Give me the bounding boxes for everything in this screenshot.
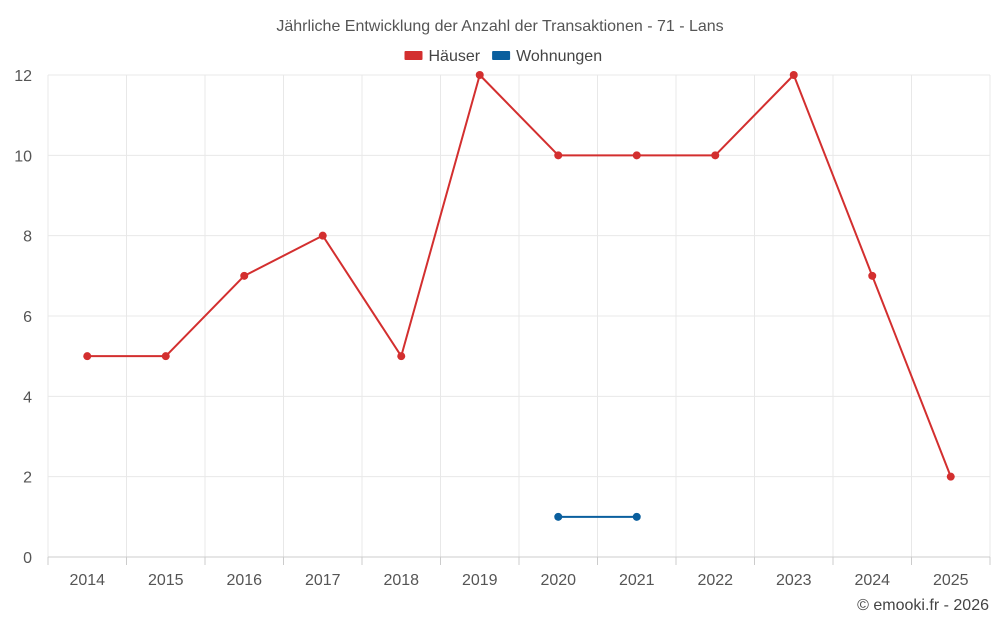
data-point <box>240 271 249 280</box>
data-point <box>83 352 92 361</box>
y-axis: 0 2 4 6 8 10 12 <box>14 68 32 567</box>
series-wohnungen <box>554 512 641 521</box>
x-tick-label: 2014 <box>69 572 105 589</box>
y-tick-label: 6 <box>23 309 32 326</box>
data-point <box>397 352 406 361</box>
x-tick-label: 2022 <box>697 572 733 589</box>
legend-label: Häuser <box>429 48 481 65</box>
series-group <box>83 71 955 521</box>
data-point <box>789 71 798 79</box>
data-point <box>475 71 484 79</box>
y-tick-label: 2 <box>23 470 32 487</box>
x-tick-label: 2018 <box>383 572 419 589</box>
y-tick-label: 0 <box>23 550 32 567</box>
x-tick-label: 2021 <box>619 572 655 589</box>
legend-item: Wohnungen <box>492 48 602 65</box>
data-point <box>554 512 563 521</box>
x-tick-label: 2016 <box>226 572 262 589</box>
x-tick-label: 2020 <box>540 572 576 589</box>
x-tick-label: 2025 <box>933 572 969 589</box>
legend-item: Häuser <box>404 48 481 65</box>
credit-text: © emooki.fr - 2026 <box>857 597 989 614</box>
x-tick-label: 2023 <box>776 572 812 589</box>
legend-swatch <box>492 51 511 60</box>
legend-label: Wohnungen <box>516 48 602 65</box>
y-tick-label: 4 <box>23 389 32 406</box>
x-tick-label: 2019 <box>462 572 498 589</box>
series-line <box>87 74 952 478</box>
x-tick-label: 2024 <box>854 572 890 589</box>
legend-swatch <box>404 51 423 60</box>
data-point <box>868 271 877 280</box>
x-axis: 2014 2015 2016 2017 2018 2019 2020 2021 2022 2023… <box>47 556 991 589</box>
y-tick-label: 8 <box>23 229 32 246</box>
grid <box>47 74 991 557</box>
data-point <box>946 472 955 481</box>
data-point <box>632 512 641 521</box>
series-haeuser <box>83 71 955 481</box>
data-point <box>632 151 641 160</box>
y-tick-label: 12 <box>14 68 32 85</box>
data-point <box>318 231 327 240</box>
data-point <box>554 151 563 160</box>
x-tick-label: 2015 <box>148 572 184 589</box>
data-point <box>711 151 720 160</box>
y-tick-label: 10 <box>14 148 32 165</box>
data-point <box>161 352 170 361</box>
legend: Häuser Wohnungen <box>404 48 602 65</box>
x-tick-label: 2017 <box>305 572 341 589</box>
chart-title: Jährliche Entwicklung der Anzahl der Tra… <box>276 18 723 35</box>
